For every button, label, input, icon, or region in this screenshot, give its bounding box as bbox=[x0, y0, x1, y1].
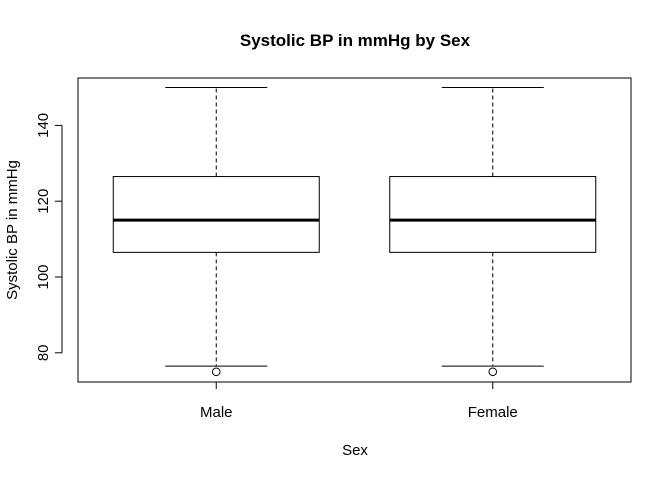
box-male bbox=[112, 86, 320, 377]
y-tick-label: 120 bbox=[35, 189, 52, 214]
x-axis-label: Sex bbox=[342, 442, 368, 459]
outlier-point bbox=[488, 367, 498, 377]
y-tick-label: 80 bbox=[35, 344, 52, 361]
y-tick-label: 140 bbox=[35, 113, 52, 138]
boxes-group bbox=[112, 86, 597, 377]
x-tick-label: Male bbox=[200, 404, 233, 421]
y-axis: 80 100 120 140 bbox=[35, 113, 63, 361]
outlier-point bbox=[211, 367, 221, 377]
y-tick-label: 100 bbox=[35, 264, 52, 289]
iqr-box bbox=[389, 176, 597, 253]
y-axis-label: Systolic BP in mmHg bbox=[4, 160, 21, 300]
x-tick-label: Female bbox=[468, 404, 518, 421]
x-axis: Male Female bbox=[200, 381, 518, 421]
box-female bbox=[389, 86, 597, 377]
chart-title: Systolic BP in mmHg by Sex bbox=[240, 31, 471, 50]
iqr-box bbox=[112, 176, 320, 253]
